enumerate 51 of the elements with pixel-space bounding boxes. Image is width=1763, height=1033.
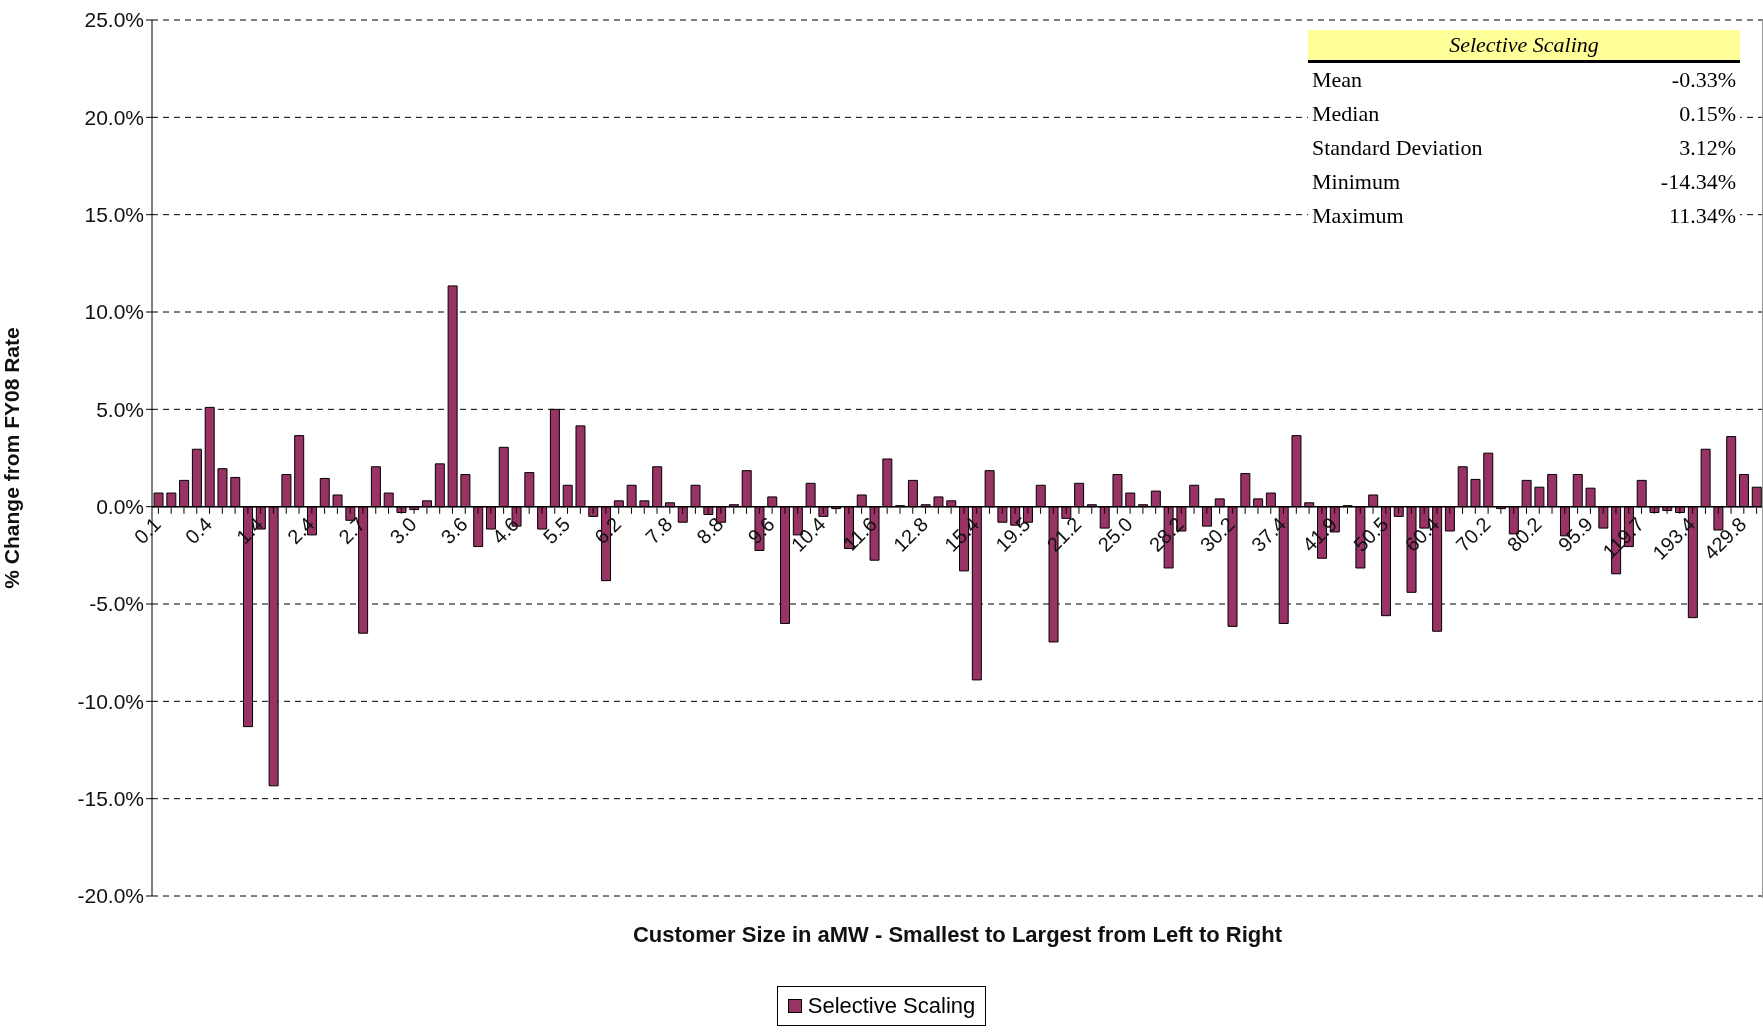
x-tick-label: 4.6	[487, 512, 523, 549]
x-tick-label: 0.4	[180, 512, 217, 549]
table-header: Selective Scaling	[1308, 30, 1740, 63]
y-tick-label: 10.0%	[84, 300, 144, 324]
y-tick-label: -20.0%	[77, 884, 144, 908]
x-tick-label: 10.4	[786, 512, 830, 556]
y-axis-title: % Change from FY08 Rate	[0, 327, 24, 589]
x-tick-label: 30.2	[1195, 512, 1239, 556]
y-tick-label: -5.0%	[89, 592, 144, 616]
annotation: -14.34%	[1660, 168, 1736, 196]
annotation: Maximum	[1312, 202, 1404, 230]
annotation: 11.34%	[1668, 202, 1736, 230]
x-tick-label: 12.8	[889, 512, 933, 556]
x-tick-label: 41.9	[1298, 512, 1342, 556]
x-tick-label: 11.6	[838, 512, 881, 555]
x-tick-label: 3.0	[385, 512, 421, 549]
y-tick-label: 15.0%	[84, 203, 144, 227]
x-tick-label: 80.2	[1502, 512, 1546, 556]
x-tick-label: 15.4	[940, 512, 984, 556]
x-tick-label: 25.0	[1093, 512, 1137, 556]
x-tick-label: 1.4	[232, 512, 268, 549]
y-tick-label: 5.0%	[96, 397, 144, 421]
annotation: -0.33%	[1671, 66, 1736, 94]
y-tick-label: 0.0%	[96, 495, 144, 519]
y-tick-label: 25.0%	[84, 8, 144, 32]
annotation: Minimum	[1312, 168, 1401, 196]
y-tick-label: 20.0%	[84, 105, 144, 129]
x-tick-label: 28.2	[1144, 512, 1188, 556]
x-tick-label: 2.7	[334, 512, 370, 549]
x-tick-label: 21.2	[1042, 512, 1086, 556]
annotation: Median	[1312, 100, 1380, 128]
x-tick-label: 7.8	[641, 512, 677, 549]
x-tick-label: 70.2	[1451, 512, 1495, 556]
x-tick-label: 5.5	[538, 512, 575, 549]
x-tick-label: 2.4	[283, 512, 319, 549]
x-tick-label: 60.4	[1400, 512, 1444, 556]
y-tick-label: -10.0%	[77, 689, 144, 713]
x-tick-label: 50.5	[1349, 512, 1393, 556]
x-tick-label: 3.6	[436, 512, 472, 549]
x-tick-label: 6.2	[590, 512, 626, 549]
annotation: 3.12%	[1679, 134, 1736, 162]
legend-label: Selective Scaling	[807, 993, 976, 1019]
annotation: 0.15%	[1679, 100, 1736, 128]
x-tick-label: 8.8	[692, 512, 728, 549]
x-tick-label: 95.9	[1553, 512, 1597, 556]
x-axis-title: Customer Size in aMW - Smallest to Largest from Left to Right	[631, 922, 1284, 948]
x-tick-label: 37.4	[1247, 512, 1291, 556]
x-tick-label: 9.6	[743, 512, 779, 549]
annotation: Mean	[1312, 66, 1363, 94]
annotation: Standard Deviation	[1312, 134, 1483, 162]
y-tick-label: -15.0%	[77, 787, 144, 811]
